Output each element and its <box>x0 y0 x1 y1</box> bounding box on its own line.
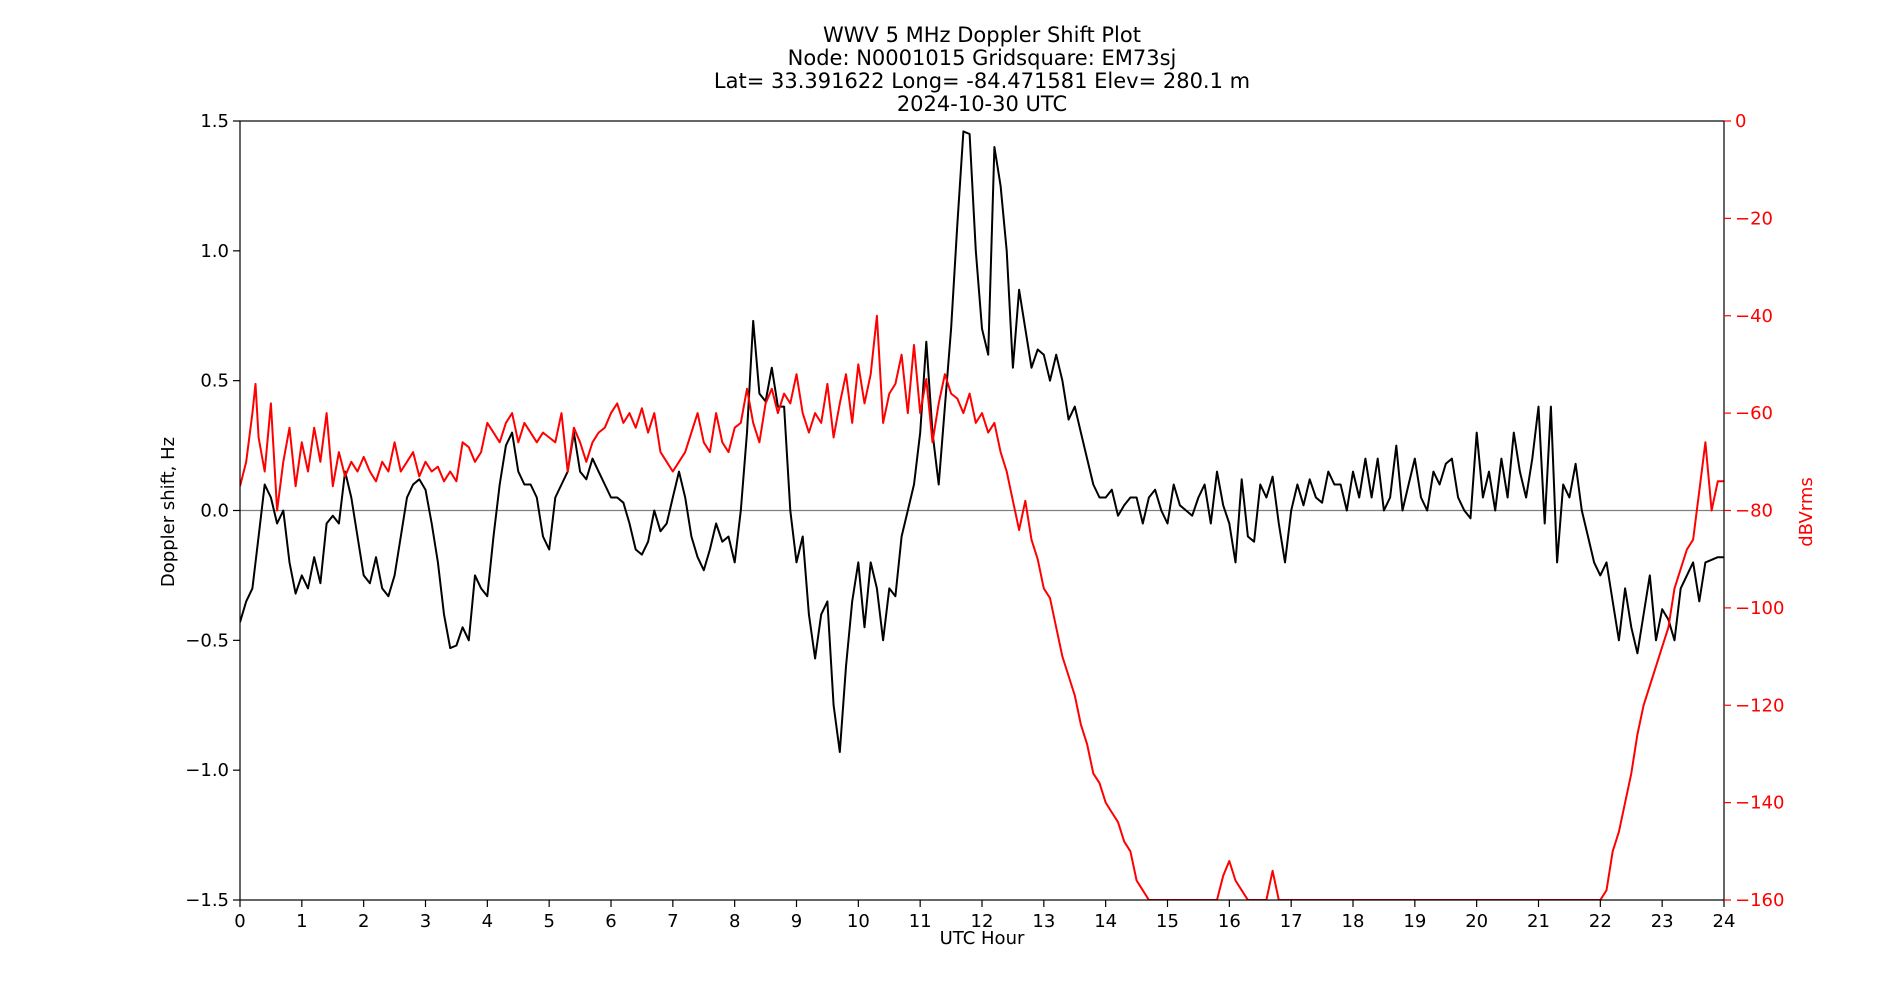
x-tick-label: 24 <box>1713 911 1736 932</box>
x-tick-label: 7 <box>667 911 678 932</box>
x-tick-label: 15 <box>1156 911 1179 932</box>
x-tick-label: 1 <box>296 911 307 932</box>
y-tick-label: −1.0 <box>185 760 229 781</box>
y2-tick-label: −100 <box>1735 598 1784 619</box>
y-tick-label: 1.0 <box>200 241 229 262</box>
y2-tick-label: −140 <box>1735 793 1784 814</box>
title-line-1: WWV 5 MHz Doppler Shift Plot <box>823 23 1141 47</box>
y-axis-left: −1.5 −1.0 −0.5 0.0 0.5 1.0 1.5 <box>185 111 240 911</box>
x-tick-label: 16 <box>1218 911 1241 932</box>
plot-area <box>239 120 1725 901</box>
x-tick-label: 21 <box>1527 911 1550 932</box>
x-tick-label: 22 <box>1589 911 1612 932</box>
y2-tick-label: −120 <box>1735 695 1784 716</box>
title-line-2: Node: N0001015 Gridsquare: EM73sj <box>788 46 1177 70</box>
y-tick-label: 1.5 <box>200 111 229 132</box>
doppler-shift-line <box>240 130 1724 753</box>
y-tick-label: −0.5 <box>185 630 229 651</box>
x-tick-label: 6 <box>605 911 616 932</box>
x-tick-label: 14 <box>1094 911 1117 932</box>
x-tick-label: 17 <box>1280 911 1303 932</box>
x-tick-label: 5 <box>543 911 554 932</box>
x-tick-label: 10 <box>847 911 870 932</box>
y-tick-label: 0.5 <box>200 371 229 392</box>
x-tick-label: 2 <box>358 911 369 932</box>
x-tick-label: 23 <box>1651 911 1674 932</box>
x-axis: 0 1 2 3 4 5 6 7 8 9 10 11 12 13 14 15 16 17 18 19 20 21 22 23 24 <box>234 900 1735 932</box>
y-tick-label: −1.5 <box>185 890 229 911</box>
x-tick-label: 20 <box>1465 911 1488 932</box>
y2-tick-label: −60 <box>1735 403 1773 424</box>
y-axis-right: 0 −20 −40 −60 −80 −100 −120 −140 −160 <box>1724 111 1784 911</box>
x-tick-label: 11 <box>909 911 932 932</box>
y2-tick-label: 0 <box>1735 111 1746 132</box>
y2-tick-label: −40 <box>1735 306 1773 327</box>
y-axis-label: Doppler shift, Hz <box>158 437 179 587</box>
x-tick-label: 19 <box>1403 911 1426 932</box>
y2-tick-label: −160 <box>1735 890 1784 911</box>
x-tick-label: 18 <box>1342 911 1365 932</box>
title-line-4: 2024-10-30 UTC <box>897 92 1067 116</box>
x-axis-label: UTC Hour <box>940 928 1025 949</box>
y2-tick-label: −20 <box>1735 208 1773 229</box>
x-tick-label: 9 <box>791 911 802 932</box>
x-tick-label: 12 <box>971 911 994 932</box>
title-line-3: Lat= 33.391622 Long= -84.471581 Elev= 28… <box>714 69 1250 93</box>
x-tick-label: 4 <box>482 911 493 932</box>
y-tick-label: 0.0 <box>200 501 229 522</box>
y2-axis-label: dBVrms <box>1796 477 1817 547</box>
x-tick-label: 8 <box>729 911 740 932</box>
x-tick-label: 13 <box>1032 911 1055 932</box>
x-tick-label: 3 <box>420 911 431 932</box>
y2-tick-label: −80 <box>1735 501 1773 522</box>
signal-level-line <box>240 314 1724 900</box>
x-tick-label: 0 <box>234 911 245 932</box>
